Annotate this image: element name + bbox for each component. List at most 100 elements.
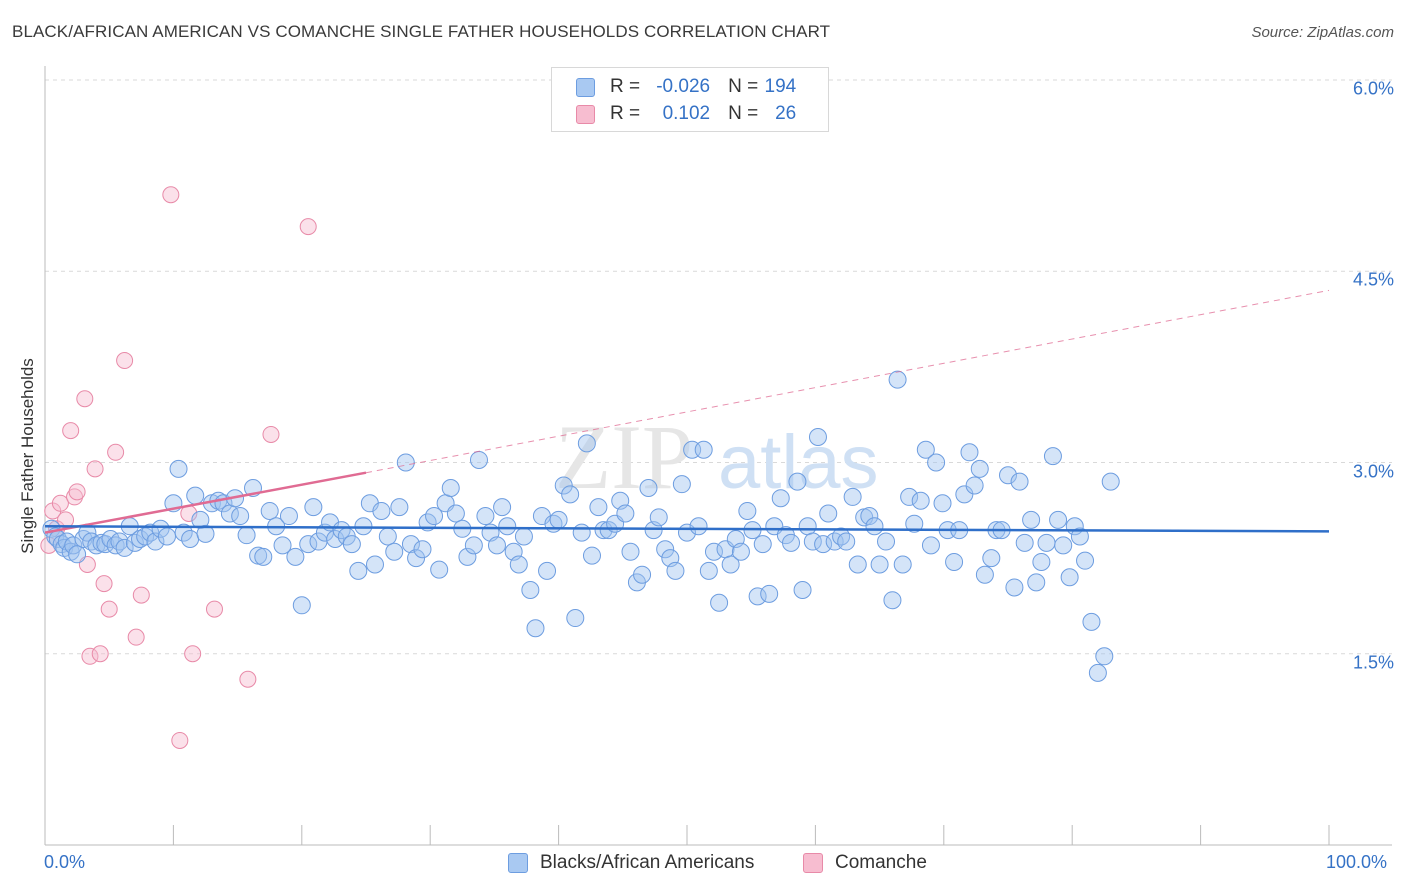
comanche-point [262,425,280,443]
blacks-point [975,565,994,584]
blacks-point [115,538,134,557]
blacks-point [304,498,323,517]
blacks-point [616,504,635,523]
blacks-point [521,581,540,599]
blacks-point [561,485,580,504]
blacks-point [1088,663,1107,682]
blacks-point [526,619,545,638]
blacks-point [1101,472,1120,491]
blacks-point [64,536,83,555]
blacks-point [982,549,1001,568]
blacks-point [1054,536,1073,555]
comanche-point [62,422,80,440]
blacks-point [814,535,833,554]
comanche-point [116,352,134,369]
blacks-point [378,527,397,546]
blacks-point [860,507,879,526]
blacks-point [396,453,415,472]
blacks-point [487,536,506,555]
y-tick-label: 3.0% [1352,461,1394,481]
legend-swatch-pink [576,104,595,124]
blacks-point [1070,527,1089,546]
blacks-point [970,459,989,478]
blacks-point [514,527,533,546]
blacks-point [469,450,488,469]
blacks-point [633,565,652,584]
blacks-point [446,504,465,523]
blacks-point [231,507,250,526]
blacks-point [837,532,856,551]
comanche-points [40,186,317,749]
blacks-point [921,536,940,555]
blacks-point [407,549,426,568]
blacks-point [141,523,160,542]
blacks-point [181,530,200,548]
blacks-point [169,459,188,478]
blacks-point [566,609,585,628]
y-axis-label: Single Father Households [18,358,37,554]
comanche-point [184,645,202,663]
blacks-point [900,487,919,506]
y-tick-label: 6.0% [1352,78,1394,99]
watermark: ZIP atlas [555,406,879,508]
blacks-point [131,530,150,548]
blacks-point [279,507,298,526]
blacks-point [599,521,618,540]
blacks-point [753,535,772,554]
blacks-point [803,532,822,551]
blacks-point [748,587,767,606]
blacks-point [292,596,311,615]
comanche-point [162,186,180,204]
bottom-legend-label-blacks: Blacks/African Americans [540,852,755,873]
blacks-point [498,517,517,536]
comanche-point [91,645,109,663]
blacks-point [273,536,292,555]
blacks-point [413,540,432,559]
legend-r-value: -0.026 [656,76,711,97]
blacks-point [1095,647,1114,666]
blacks-point [1027,573,1046,592]
legend-row-comanche: R = 0.102 N = 26 [576,102,796,126]
blacks-point [1010,472,1029,491]
blacks-point [401,535,420,554]
blacks-point [237,526,256,545]
chart-title: BLACK/AFRICAN AMERICAN VS COMANCHE SINGL… [12,22,831,41]
comanche-point [68,483,86,501]
blacks-point [721,555,740,574]
blacks-point [299,535,318,554]
blacks-point [458,547,477,566]
bottom-legend-label-comanche: Comanche [835,852,927,873]
y-tick-label: 1.5% [1352,652,1394,673]
bottom-legend-blacks: Blacks/African Americans [508,852,754,874]
blacks-point [157,527,176,546]
blacks-point [960,443,979,462]
correlation-legend: R = -0.026 N = 194 R = 0.102 N = 26 [551,67,829,132]
comanche-point [132,586,150,604]
blacks-point [666,561,685,580]
blacks-point [1076,551,1095,570]
source-note: Source: ZipAtlas.com [1251,24,1394,41]
legend-swatch-blue [576,77,595,97]
blacks-point [441,479,460,497]
y-tick-label: 4.5% [1352,269,1394,290]
blacks-point [621,542,640,561]
blacks-point [254,547,273,566]
blacks-point [672,475,691,494]
legend-n-value: 194 [764,76,797,97]
blacks-point [945,552,964,571]
blacks-point [68,545,87,564]
watermark-atlas: atlas [718,420,879,505]
blacks-point [1060,568,1079,587]
blacks-point [372,501,391,520]
blacks-point [1032,552,1051,571]
blacks-point [955,485,974,504]
blacks-point [196,524,215,543]
trend-lines [44,289,1330,534]
blacks-point [594,521,613,540]
blacks-point [390,498,409,517]
blacks-point [877,532,896,551]
bottom-legend-swatch-blue [508,853,528,873]
blacks-point [572,523,591,542]
blacks-point [865,517,884,536]
blacks-point [1037,533,1056,552]
